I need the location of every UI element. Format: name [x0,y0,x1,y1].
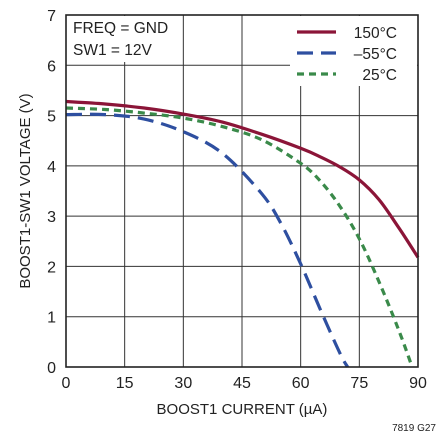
legend-label-2: 25°C [362,67,397,84]
annotation-sw1: SW1 = 12V [73,42,152,59]
y-tick-label: 4 [47,159,56,176]
series-line-1 [65,112,349,368]
y-tick-label: 5 [47,109,56,126]
series-lines [65,99,420,368]
x-axis-title: BOOST1 CURRENT (µA) [157,401,328,418]
legend-label-0: 150°C [354,25,397,42]
y-tick-label: 3 [47,209,56,226]
series-line-0 [65,99,420,259]
y-axis-title: BOOST1-SW1 VOLTAGE (V) [17,93,34,288]
series-line-2 [65,106,414,368]
x-tick-label: 60 [292,375,310,392]
x-tick-label: 75 [350,375,368,392]
y-tick-label: 1 [47,310,56,327]
annotation-freq: FREQ = GND [73,20,168,37]
y-tick-labels: 0 1 2 3 4 5 6 7 [47,8,56,377]
annotation-background [67,16,171,62]
plot-frame [65,14,419,368]
y-tick-label: 0 [47,360,56,377]
x-tick-label: 45 [233,375,251,392]
y-tick-label: 2 [47,259,56,276]
x-tick-label: 30 [174,375,192,392]
legend: 150°C –55°C 25°C [297,25,397,84]
x-tick-label: 90 [409,375,427,392]
x-tick-label: 0 [62,375,71,392]
legend-label-1: –55°C [354,46,397,63]
figure-code: 7819 G27 [392,423,436,434]
x-tick-label: 15 [116,375,134,392]
x-tick-labels: 0 15 30 45 60 75 90 [62,375,427,392]
y-tick-label: 6 [47,58,56,75]
grid-lines [66,15,418,367]
y-tick-label: 7 [47,8,56,25]
